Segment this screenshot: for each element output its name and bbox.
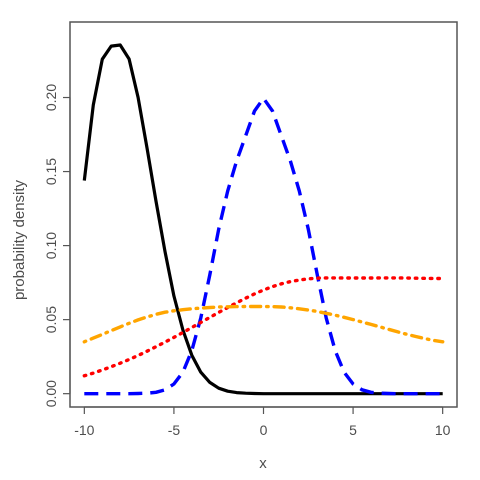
series-line-4 [82,304,445,344]
y-tick-label: 0.10 [43,232,59,259]
y-axis-title: probability density [11,179,28,300]
plot-frame [69,21,458,408]
x-tick-label: 0 [260,422,268,438]
x-tick-label: 5 [349,422,357,438]
x-axis: -10 -5 0 5 10 [74,406,451,438]
y-tick-label: 0.15 [43,158,59,185]
x-tick-label: -10 [74,422,94,438]
x-tick-label: -5 [168,422,181,438]
series-layer [82,43,445,396]
y-tick-label: 0.05 [43,306,59,333]
y-tick-label: 0.00 [43,380,59,407]
x-axis-title: x [259,455,267,472]
x-tick-label: 10 [435,422,451,438]
series-line-3 [82,276,445,378]
series-line-2 [84,96,443,396]
y-tick-label: 0.20 [43,84,59,111]
series-line-1 [82,43,443,396]
y-axis: 0.00 0.05 0.10 0.15 0.20 [43,84,71,407]
